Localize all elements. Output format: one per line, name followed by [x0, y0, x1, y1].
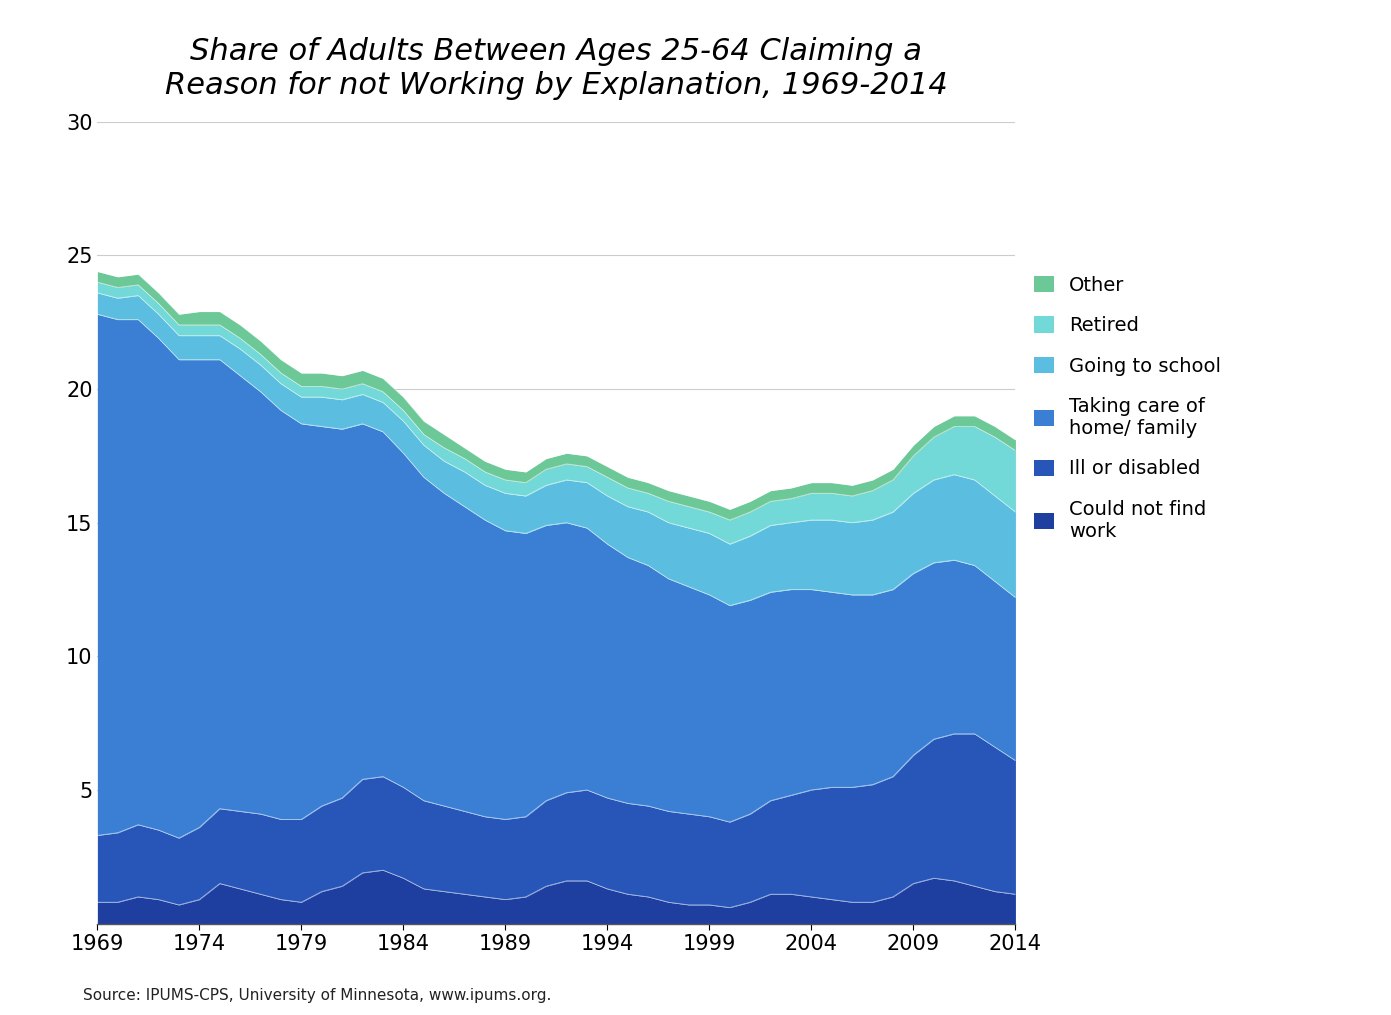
Legend: Other, Retired, Going to school, Taking care of
home/ family, Ill or disabled, C: Other, Retired, Going to school, Taking …	[1035, 276, 1221, 541]
Title: Share of Adults Between Ages 25-64 Claiming a
Reason for not Working by Explanat: Share of Adults Between Ages 25-64 Claim…	[166, 38, 947, 100]
Text: Source: IPUMS-CPS, University of Minnesota, www.ipums.org.: Source: IPUMS-CPS, University of Minneso…	[83, 988, 552, 1003]
